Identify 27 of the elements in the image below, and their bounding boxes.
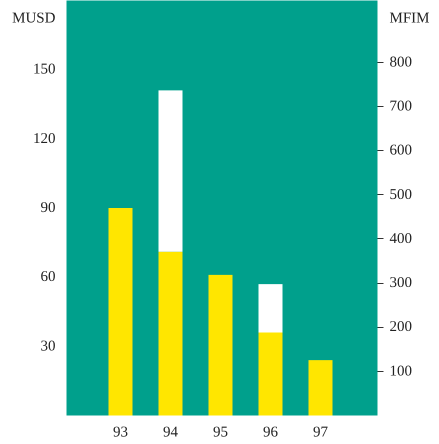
y2-tick-label: 400 — [390, 230, 412, 247]
bar — [308, 360, 332, 416]
y-tick-label: 150 — [33, 62, 56, 78]
bar — [208, 274, 232, 416]
bar — [158, 90, 182, 252]
y2-tick-label: 300 — [390, 275, 412, 292]
x-tick-label: 96 — [263, 424, 278, 440]
x-tick-label: 93 — [113, 424, 128, 440]
y2-tick-label: 800 — [390, 54, 412, 70]
bar — [108, 208, 132, 416]
y2-tick-label: 200 — [390, 319, 412, 336]
y-tick-label: 90 — [40, 200, 56, 216]
y-tick-label: 60 — [40, 269, 56, 286]
y2-tick-label: 600 — [390, 142, 412, 159]
y-tick-label: 30 — [40, 338, 56, 354]
x-tick-label: 97 — [313, 424, 328, 440]
x-tick-label: 95 — [213, 424, 228, 440]
y2-axis-title: MFIM — [390, 10, 430, 26]
bar — [258, 284, 282, 332]
y-tick-label: 120 — [33, 130, 56, 147]
y2-tick-label: 700 — [390, 98, 412, 114]
y2-tick-label: 500 — [390, 186, 412, 203]
bar — [158, 252, 182, 416]
y2-tick-label: 100 — [390, 363, 412, 380]
y-axis-title: MUSD — [12, 10, 56, 26]
x-tick-label: 94 — [163, 424, 178, 440]
bar — [258, 332, 282, 416]
